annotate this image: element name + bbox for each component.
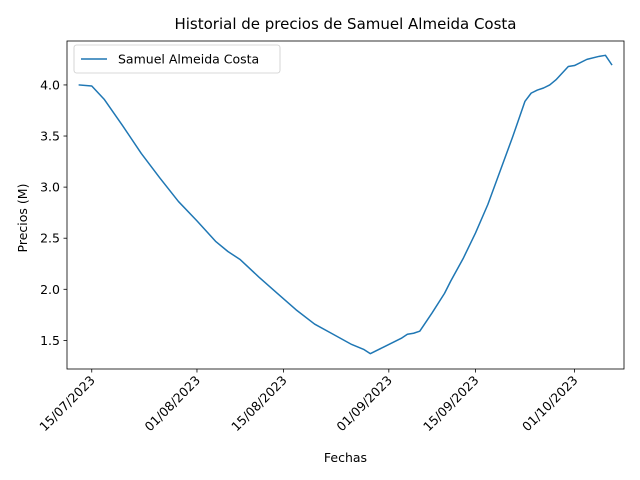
y-tick-label: 2.5 [40, 231, 60, 246]
legend-box [73, 44, 281, 74]
y-tick-label: 4.0 [40, 77, 60, 92]
y-tick-label: 2.0 [40, 282, 60, 297]
y-axis-label: Precios (M) [15, 184, 30, 253]
y-tick-label: 1.5 [40, 333, 60, 348]
x-axis-label: Fechas [324, 450, 367, 465]
legend-label: Samuel Almeida Costa [118, 52, 259, 67]
chart-title: Historial de precios de Samuel Almeida C… [174, 15, 516, 33]
axes-frame [66, 40, 625, 370]
y-tick-label: 3.5 [40, 129, 60, 144]
y-tick-label: 3.0 [40, 180, 60, 195]
series-line [78, 54, 613, 355]
